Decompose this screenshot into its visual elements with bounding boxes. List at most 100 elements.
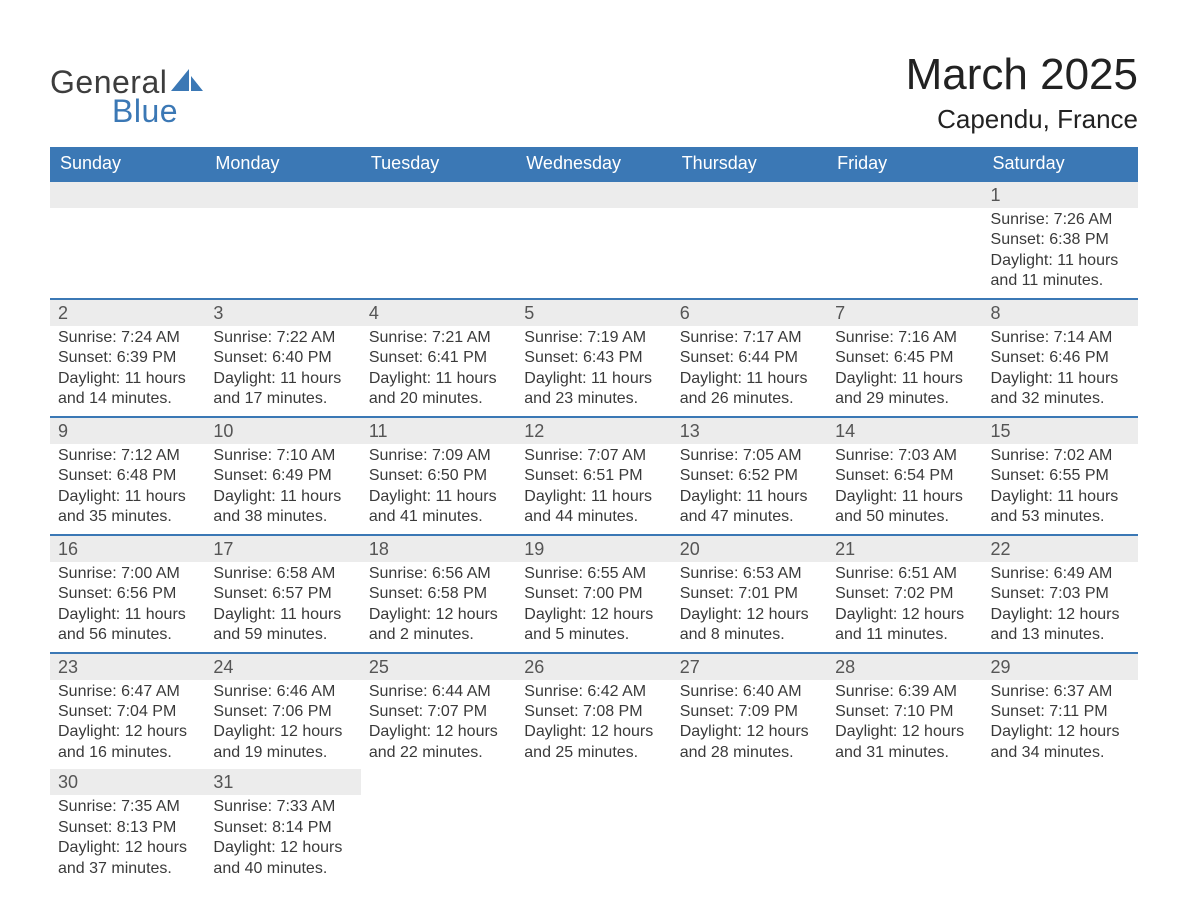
day-body: Sunrise: 6:37 AMSunset: 7:11 PMDaylight:… <box>983 680 1138 770</box>
calendar-body: 1Sunrise: 7:26 AMSunset: 6:38 PMDaylight… <box>50 181 1138 885</box>
daylight-text: Daylight: 12 hours and 22 minutes. <box>369 722 508 763</box>
day-number-strip: 7 <box>827 300 982 326</box>
sunrise-text: Sunrise: 6:47 AM <box>58 682 197 702</box>
sunrise-text: Sunrise: 7:26 AM <box>991 210 1130 230</box>
dayname-header: Saturday <box>983 147 1138 181</box>
calendar-day-cell: 8Sunrise: 7:14 AMSunset: 6:46 PMDaylight… <box>983 299 1138 417</box>
day-body: Sunrise: 7:33 AMSunset: 8:14 PMDaylight:… <box>205 795 360 885</box>
daylight-text: Daylight: 11 hours and 56 minutes. <box>58 605 197 646</box>
daylight-text: Daylight: 11 hours and 41 minutes. <box>369 487 508 528</box>
day-number-strip: 23 <box>50 654 205 680</box>
sunset-text: Sunset: 6:55 PM <box>991 466 1130 486</box>
day-number-strip <box>361 769 516 795</box>
day-number-strip: 12 <box>516 418 671 444</box>
calendar-day-cell: 23Sunrise: 6:47 AMSunset: 7:04 PMDayligh… <box>50 653 205 770</box>
sunset-text: Sunset: 6:46 PM <box>991 348 1130 368</box>
sunrise-text: Sunrise: 7:10 AM <box>213 446 352 466</box>
day-number-strip <box>827 769 982 795</box>
day-number: 6 <box>672 300 827 326</box>
day-body: Sunrise: 6:39 AMSunset: 7:10 PMDaylight:… <box>827 680 982 770</box>
calendar-day-cell <box>205 181 360 299</box>
calendar-day-cell: 20Sunrise: 6:53 AMSunset: 7:01 PMDayligh… <box>672 535 827 653</box>
calendar-day-cell: 9Sunrise: 7:12 AMSunset: 6:48 PMDaylight… <box>50 417 205 535</box>
dayname-header: Friday <box>827 147 982 181</box>
calendar-day-cell: 24Sunrise: 6:46 AMSunset: 7:06 PMDayligh… <box>205 653 360 770</box>
day-number: 11 <box>361 418 516 444</box>
day-number-strip: 16 <box>50 536 205 562</box>
day-number: 1 <box>983 182 1138 208</box>
daylight-text: Daylight: 11 hours and 50 minutes. <box>835 487 974 528</box>
sunrise-text: Sunrise: 7:22 AM <box>213 328 352 348</box>
day-number: 9 <box>50 418 205 444</box>
calendar-week-row: 1Sunrise: 7:26 AMSunset: 6:38 PMDaylight… <box>50 181 1138 299</box>
daylight-text: Daylight: 11 hours and 20 minutes. <box>369 369 508 410</box>
day-number-strip: 19 <box>516 536 671 562</box>
calendar-day-cell <box>50 181 205 299</box>
calendar-table: SundayMondayTuesdayWednesdayThursdayFrid… <box>50 147 1138 885</box>
day-body: Sunrise: 7:35 AMSunset: 8:13 PMDaylight:… <box>50 795 205 885</box>
day-body: Sunrise: 6:55 AMSunset: 7:00 PMDaylight:… <box>516 562 671 652</box>
day-body: Sunrise: 6:56 AMSunset: 6:58 PMDaylight:… <box>361 562 516 652</box>
brand-logo: General Blue <box>50 64 205 130</box>
day-body: Sunrise: 7:19 AMSunset: 6:43 PMDaylight:… <box>516 326 671 416</box>
calendar-day-cell <box>516 769 671 885</box>
calendar-day-cell: 4Sunrise: 7:21 AMSunset: 6:41 PMDaylight… <box>361 299 516 417</box>
day-number: 28 <box>827 654 982 680</box>
month-title: March 2025 <box>906 50 1138 100</box>
day-number: 16 <box>50 536 205 562</box>
sunset-text: Sunset: 6:38 PM <box>991 230 1130 250</box>
daylight-text: Daylight: 12 hours and 13 minutes. <box>991 605 1130 646</box>
sunrise-text: Sunrise: 6:37 AM <box>991 682 1130 702</box>
dayname-header: Wednesday <box>516 147 671 181</box>
day-number-strip: 2 <box>50 300 205 326</box>
sunrise-text: Sunrise: 7:07 AM <box>524 446 663 466</box>
calendar-day-cell: 11Sunrise: 7:09 AMSunset: 6:50 PMDayligh… <box>361 417 516 535</box>
calendar-day-cell: 7Sunrise: 7:16 AMSunset: 6:45 PMDaylight… <box>827 299 982 417</box>
sunrise-text: Sunrise: 6:58 AM <box>213 564 352 584</box>
sunrise-text: Sunrise: 6:51 AM <box>835 564 974 584</box>
sunset-text: Sunset: 7:11 PM <box>991 702 1130 722</box>
sunset-text: Sunset: 7:00 PM <box>524 584 663 604</box>
daylight-text: Daylight: 11 hours and 14 minutes. <box>58 369 197 410</box>
calendar-day-cell: 12Sunrise: 7:07 AMSunset: 6:51 PMDayligh… <box>516 417 671 535</box>
calendar-day-cell <box>361 769 516 885</box>
day-number: 2 <box>50 300 205 326</box>
sunset-text: Sunset: 6:54 PM <box>835 466 974 486</box>
sunset-text: Sunset: 7:10 PM <box>835 702 974 722</box>
day-body: Sunrise: 7:02 AMSunset: 6:55 PMDaylight:… <box>983 444 1138 534</box>
sunset-text: Sunset: 6:40 PM <box>213 348 352 368</box>
calendar-week-row: 23Sunrise: 6:47 AMSunset: 7:04 PMDayligh… <box>50 653 1138 770</box>
day-body: Sunrise: 7:07 AMSunset: 6:51 PMDaylight:… <box>516 444 671 534</box>
dayname-header: Monday <box>205 147 360 181</box>
day-number-strip: 17 <box>205 536 360 562</box>
calendar-week-row: 16Sunrise: 7:00 AMSunset: 6:56 PMDayligh… <box>50 535 1138 653</box>
day-number: 19 <box>516 536 671 562</box>
calendar-day-cell: 5Sunrise: 7:19 AMSunset: 6:43 PMDaylight… <box>516 299 671 417</box>
daylight-text: Daylight: 11 hours and 29 minutes. <box>835 369 974 410</box>
day-number-strip: 28 <box>827 654 982 680</box>
sunrise-text: Sunrise: 6:56 AM <box>369 564 508 584</box>
sunset-text: Sunset: 6:52 PM <box>680 466 819 486</box>
calendar-day-cell <box>827 181 982 299</box>
dayname-header: Sunday <box>50 147 205 181</box>
day-number: 27 <box>672 654 827 680</box>
day-body: Sunrise: 7:22 AMSunset: 6:40 PMDaylight:… <box>205 326 360 416</box>
calendar-day-cell <box>827 769 982 885</box>
calendar-day-cell: 25Sunrise: 6:44 AMSunset: 7:07 PMDayligh… <box>361 653 516 770</box>
daylight-text: Daylight: 11 hours and 11 minutes. <box>991 251 1130 292</box>
sunset-text: Sunset: 6:39 PM <box>58 348 197 368</box>
day-number-strip: 1 <box>983 182 1138 208</box>
day-number-strip: 3 <box>205 300 360 326</box>
sunset-text: Sunset: 8:13 PM <box>58 818 197 838</box>
day-number-strip: 6 <box>672 300 827 326</box>
sunrise-text: Sunrise: 7:35 AM <box>58 797 197 817</box>
calendar-day-cell: 31Sunrise: 7:33 AMSunset: 8:14 PMDayligh… <box>205 769 360 885</box>
day-number: 29 <box>983 654 1138 680</box>
calendar-day-cell: 3Sunrise: 7:22 AMSunset: 6:40 PMDaylight… <box>205 299 360 417</box>
day-number-strip: 25 <box>361 654 516 680</box>
day-number: 17 <box>205 536 360 562</box>
calendar-day-cell: 17Sunrise: 6:58 AMSunset: 6:57 PMDayligh… <box>205 535 360 653</box>
daylight-text: Daylight: 12 hours and 8 minutes. <box>680 605 819 646</box>
sunset-text: Sunset: 6:56 PM <box>58 584 197 604</box>
day-number-strip: 20 <box>672 536 827 562</box>
